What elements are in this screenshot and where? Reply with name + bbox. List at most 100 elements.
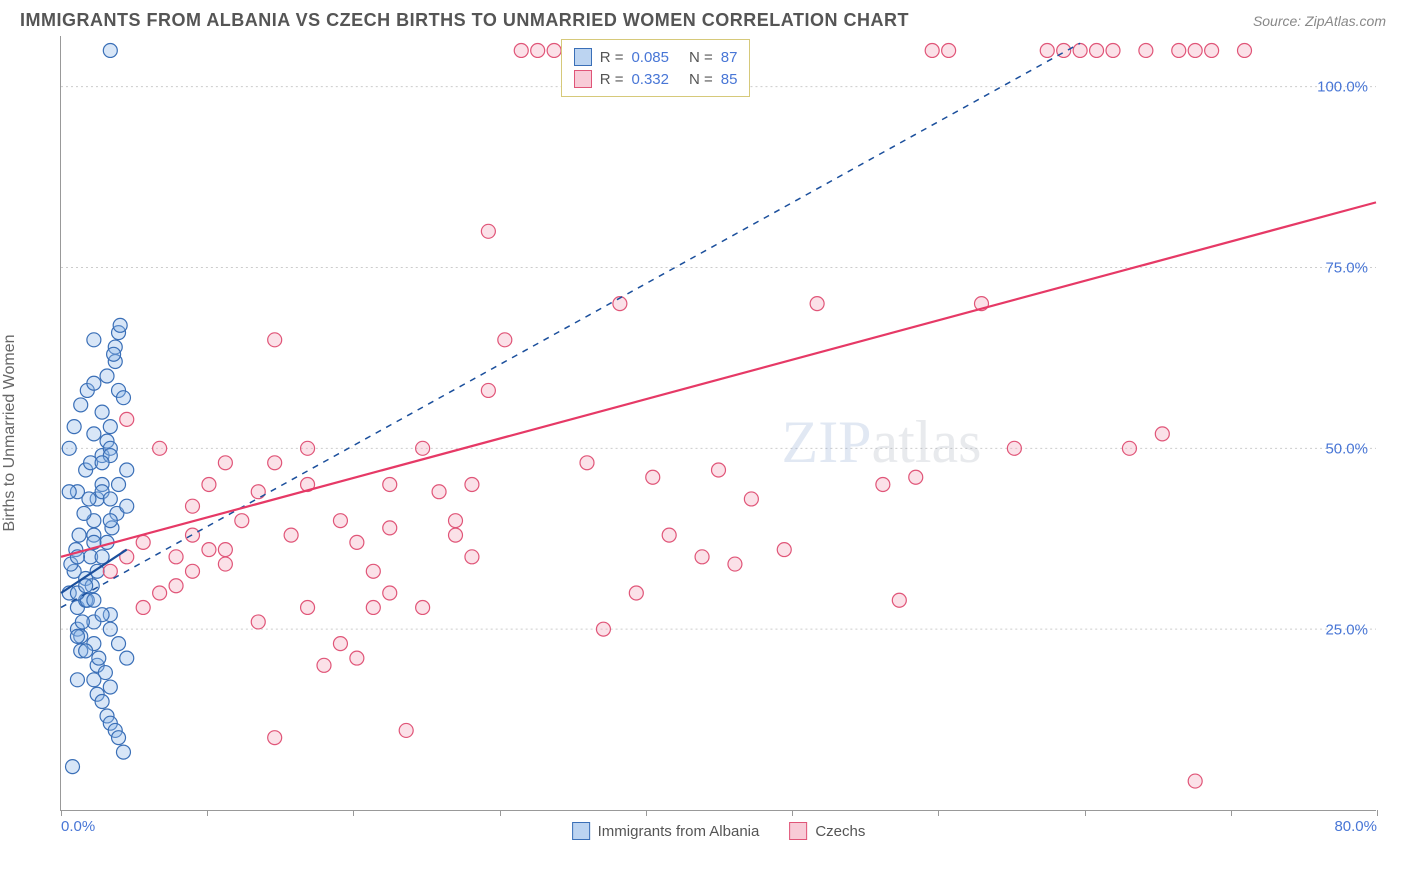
data-point-czechs <box>136 600 150 614</box>
data-point-czechs <box>416 600 430 614</box>
data-point-czechs <box>153 441 167 455</box>
data-point-czechs <box>186 564 200 578</box>
data-point-albania <box>62 441 76 455</box>
data-point-albania <box>103 680 117 694</box>
data-point-albania <box>112 731 126 745</box>
data-point-albania <box>116 391 130 405</box>
data-point-czechs <box>317 658 331 672</box>
data-point-czechs <box>646 470 660 484</box>
data-point-czechs <box>383 586 397 600</box>
data-point-albania <box>120 651 134 665</box>
data-point-albania <box>98 666 112 680</box>
data-point-czechs <box>366 564 380 578</box>
data-point-albania <box>95 608 109 622</box>
y-tick-label: 50.0% <box>1325 440 1368 457</box>
data-point-czechs <box>662 528 676 542</box>
data-point-czechs <box>350 651 364 665</box>
data-point-czechs <box>120 412 134 426</box>
data-point-albania <box>95 456 109 470</box>
data-point-czechs <box>383 477 397 491</box>
data-point-albania <box>103 514 117 528</box>
data-point-czechs <box>301 441 315 455</box>
data-point-albania <box>103 492 117 506</box>
data-point-czechs <box>169 579 183 593</box>
data-point-czechs <box>777 543 791 557</box>
legend-label-albania: Immigrants from Albania <box>598 823 760 840</box>
data-point-czechs <box>1205 43 1219 57</box>
data-point-albania <box>82 492 96 506</box>
data-point-czechs <box>103 564 117 578</box>
data-point-czechs <box>925 43 939 57</box>
data-point-albania <box>103 622 117 636</box>
series-legend: Immigrants from Albania Czechs <box>572 822 866 840</box>
legend-item-albania: Immigrants from Albania <box>572 822 760 840</box>
data-point-czechs <box>186 499 200 513</box>
swatch-albania <box>574 48 592 66</box>
data-point-albania <box>103 43 117 57</box>
data-point-czechs <box>218 456 232 470</box>
data-point-albania <box>92 651 106 665</box>
data-point-czechs <box>1155 427 1169 441</box>
data-point-czechs <box>268 731 282 745</box>
data-point-czechs <box>498 333 512 347</box>
data-point-albania <box>87 376 101 390</box>
data-point-czechs <box>942 43 956 57</box>
data-point-czechs <box>909 470 923 484</box>
data-point-czechs <box>449 514 463 528</box>
data-point-czechs <box>432 485 446 499</box>
data-point-czechs <box>366 600 380 614</box>
data-point-czechs <box>1139 43 1153 57</box>
data-point-czechs <box>383 521 397 535</box>
trend-czechs <box>61 202 1376 556</box>
data-point-czechs <box>596 622 610 636</box>
data-point-albania <box>95 405 109 419</box>
data-point-czechs <box>333 637 347 651</box>
data-point-czechs <box>580 456 594 470</box>
data-point-czechs <box>481 383 495 397</box>
data-point-czechs <box>1238 43 1252 57</box>
data-point-czechs <box>416 441 430 455</box>
data-point-czechs <box>301 600 315 614</box>
legend-swatch-albania <box>572 822 590 840</box>
data-point-czechs <box>350 535 364 549</box>
y-tick-label: 75.0% <box>1325 259 1368 276</box>
data-point-czechs <box>810 297 824 311</box>
swatch-czechs <box>574 70 592 88</box>
legend-label-czechs: Czechs <box>815 823 865 840</box>
data-point-albania <box>87 593 101 607</box>
data-point-albania <box>112 477 126 491</box>
data-point-albania <box>79 644 93 658</box>
legend-item-czechs: Czechs <box>789 822 865 840</box>
data-point-albania <box>103 420 117 434</box>
data-point-czechs <box>136 535 150 549</box>
data-point-albania <box>74 398 88 412</box>
data-point-czechs <box>1122 441 1136 455</box>
data-point-czechs <box>465 550 479 564</box>
data-point-czechs <box>695 550 709 564</box>
data-point-albania <box>75 615 89 629</box>
data-point-czechs <box>284 528 298 542</box>
data-point-albania <box>66 760 80 774</box>
data-point-czechs <box>1106 43 1120 57</box>
data-point-czechs <box>712 463 726 477</box>
correlation-stats-box: R = 0.085N = 87R = 0.332N = 85 <box>561 39 751 97</box>
data-point-albania <box>112 637 126 651</box>
data-point-albania <box>107 347 121 361</box>
data-point-czechs <box>744 492 758 506</box>
data-point-czechs <box>547 43 561 57</box>
y-tick-label: 100.0% <box>1317 78 1368 95</box>
y-tick-label: 25.0% <box>1325 621 1368 638</box>
stats-row-albania: R = 0.085N = 87 <box>574 46 738 68</box>
x-tick-label: 80.0% <box>1334 818 1377 835</box>
data-point-czechs <box>235 514 249 528</box>
data-point-albania <box>95 695 109 709</box>
data-point-czechs <box>892 593 906 607</box>
data-point-czechs <box>251 615 265 629</box>
data-point-albania <box>113 318 127 332</box>
data-point-czechs <box>1040 43 1054 57</box>
data-point-czechs <box>268 333 282 347</box>
data-point-czechs <box>465 477 479 491</box>
data-point-albania <box>70 673 84 687</box>
chart-title: IMMIGRANTS FROM ALBANIA VS CZECH BIRTHS … <box>20 10 909 31</box>
data-point-czechs <box>876 477 890 491</box>
